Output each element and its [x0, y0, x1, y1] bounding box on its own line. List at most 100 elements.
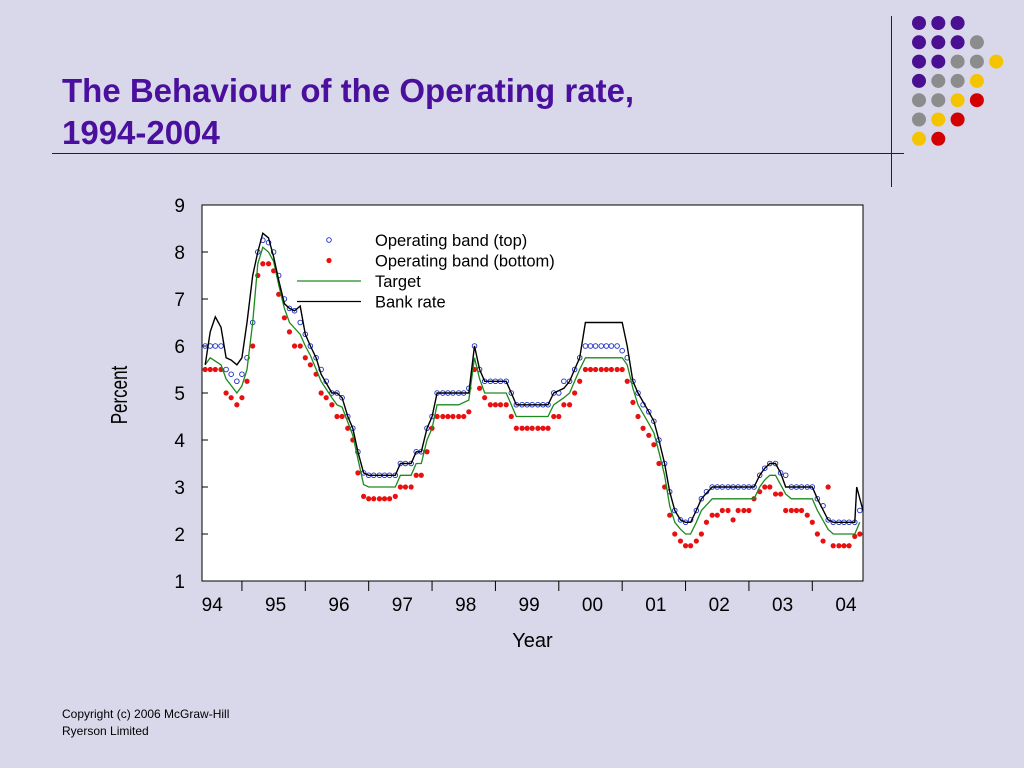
chart-legend: Operating band (top) Operating band (bott… [297, 232, 555, 312]
x-tick-label: 95 [265, 595, 286, 616]
data-point [646, 432, 652, 438]
data-point [741, 507, 747, 514]
data-point [630, 399, 636, 405]
data-point [223, 366, 229, 373]
data-point [646, 409, 652, 415]
legend-marker [326, 237, 332, 243]
data-point [291, 343, 298, 349]
data-point [624, 378, 630, 384]
data-point [408, 484, 414, 490]
data-point [619, 347, 625, 354]
data-point [529, 425, 535, 431]
x-tick-label: 00 [582, 595, 603, 616]
data-point [603, 366, 609, 373]
data-point [550, 390, 557, 396]
data-point [677, 517, 684, 523]
data-point [318, 366, 324, 373]
data-point [397, 484, 403, 490]
data-point [545, 425, 551, 431]
data-point [857, 507, 863, 514]
data-point [783, 507, 789, 514]
data-point [445, 413, 451, 420]
data-point [693, 538, 699, 544]
data-point [513, 425, 519, 431]
data-point [508, 413, 514, 420]
data-point [719, 507, 725, 514]
data-point [730, 517, 736, 523]
data-point [814, 496, 821, 502]
copyright-notice: Copyright (c) 2006 McGraw-Hill Ryerson L… [62, 706, 322, 740]
y-tick-label: 1 [174, 572, 185, 593]
data-point [434, 413, 440, 420]
slide-title: The Behaviour of the Operating rate, 199… [62, 70, 634, 154]
data-point [820, 538, 826, 544]
data-point [524, 425, 530, 431]
data-point [667, 512, 673, 518]
data-point [466, 409, 472, 415]
data-point [339, 413, 345, 420]
data-point [598, 366, 604, 373]
data-point [614, 343, 620, 349]
copyright-line-2: Ryerson Limited [62, 724, 149, 738]
series-bank-rate [204, 231, 864, 523]
data-point [413, 472, 419, 478]
data-point [825, 484, 831, 490]
data-point [698, 531, 704, 537]
legend-label: Operating band (bottom) [375, 253, 555, 271]
data-point [767, 484, 773, 490]
series-operating-band-top [202, 237, 863, 526]
data-point [762, 484, 768, 490]
title-line-2: 1994-2004 [62, 114, 220, 151]
data-point [703, 519, 710, 525]
data-point [508, 390, 515, 396]
data-point [207, 366, 213, 373]
data-point [688, 543, 694, 549]
x-tick-label: 98 [455, 595, 476, 616]
data-point [212, 343, 219, 349]
data-point [355, 470, 361, 476]
data-point [762, 465, 768, 471]
data-point [361, 493, 367, 499]
data-point [244, 355, 250, 361]
data-point [592, 366, 599, 373]
data-point [735, 507, 741, 514]
data-point [540, 425, 546, 431]
data-point [492, 402, 499, 408]
data-point [814, 531, 820, 537]
data-point [571, 366, 578, 373]
x-tick-label: 04 [835, 595, 857, 616]
corner-divider [891, 16, 892, 187]
data-point [830, 543, 836, 549]
data-point [291, 308, 298, 314]
data-point [778, 491, 784, 497]
y-tick-label: 4 [174, 431, 185, 452]
data-point [234, 402, 240, 408]
data-point [497, 402, 504, 408]
data-point [677, 538, 684, 544]
data-point [825, 517, 831, 523]
data-point [440, 413, 446, 420]
data-point [772, 491, 779, 497]
data-point [482, 395, 488, 401]
data-point [228, 371, 234, 377]
data-point [614, 366, 620, 373]
data-point [746, 507, 752, 514]
copyright-line-1: Copyright (c) 2006 McGraw-Hill [62, 707, 230, 721]
data-point [307, 343, 314, 349]
y-axis-label: Percent [108, 365, 133, 424]
data-point [682, 543, 689, 549]
y-tick-label: 9 [174, 196, 185, 217]
data-point [329, 402, 335, 408]
data-point [265, 261, 272, 267]
data-point [693, 507, 700, 514]
data-point [672, 531, 678, 537]
data-point [556, 413, 562, 420]
data-point [461, 413, 467, 420]
data-point [250, 343, 256, 349]
title-divider [52, 153, 904, 154]
y-tick-label: 8 [174, 243, 185, 264]
data-point [202, 366, 208, 373]
data-point [640, 425, 646, 431]
data-point [503, 402, 509, 408]
x-tick-label: 97 [392, 595, 413, 616]
